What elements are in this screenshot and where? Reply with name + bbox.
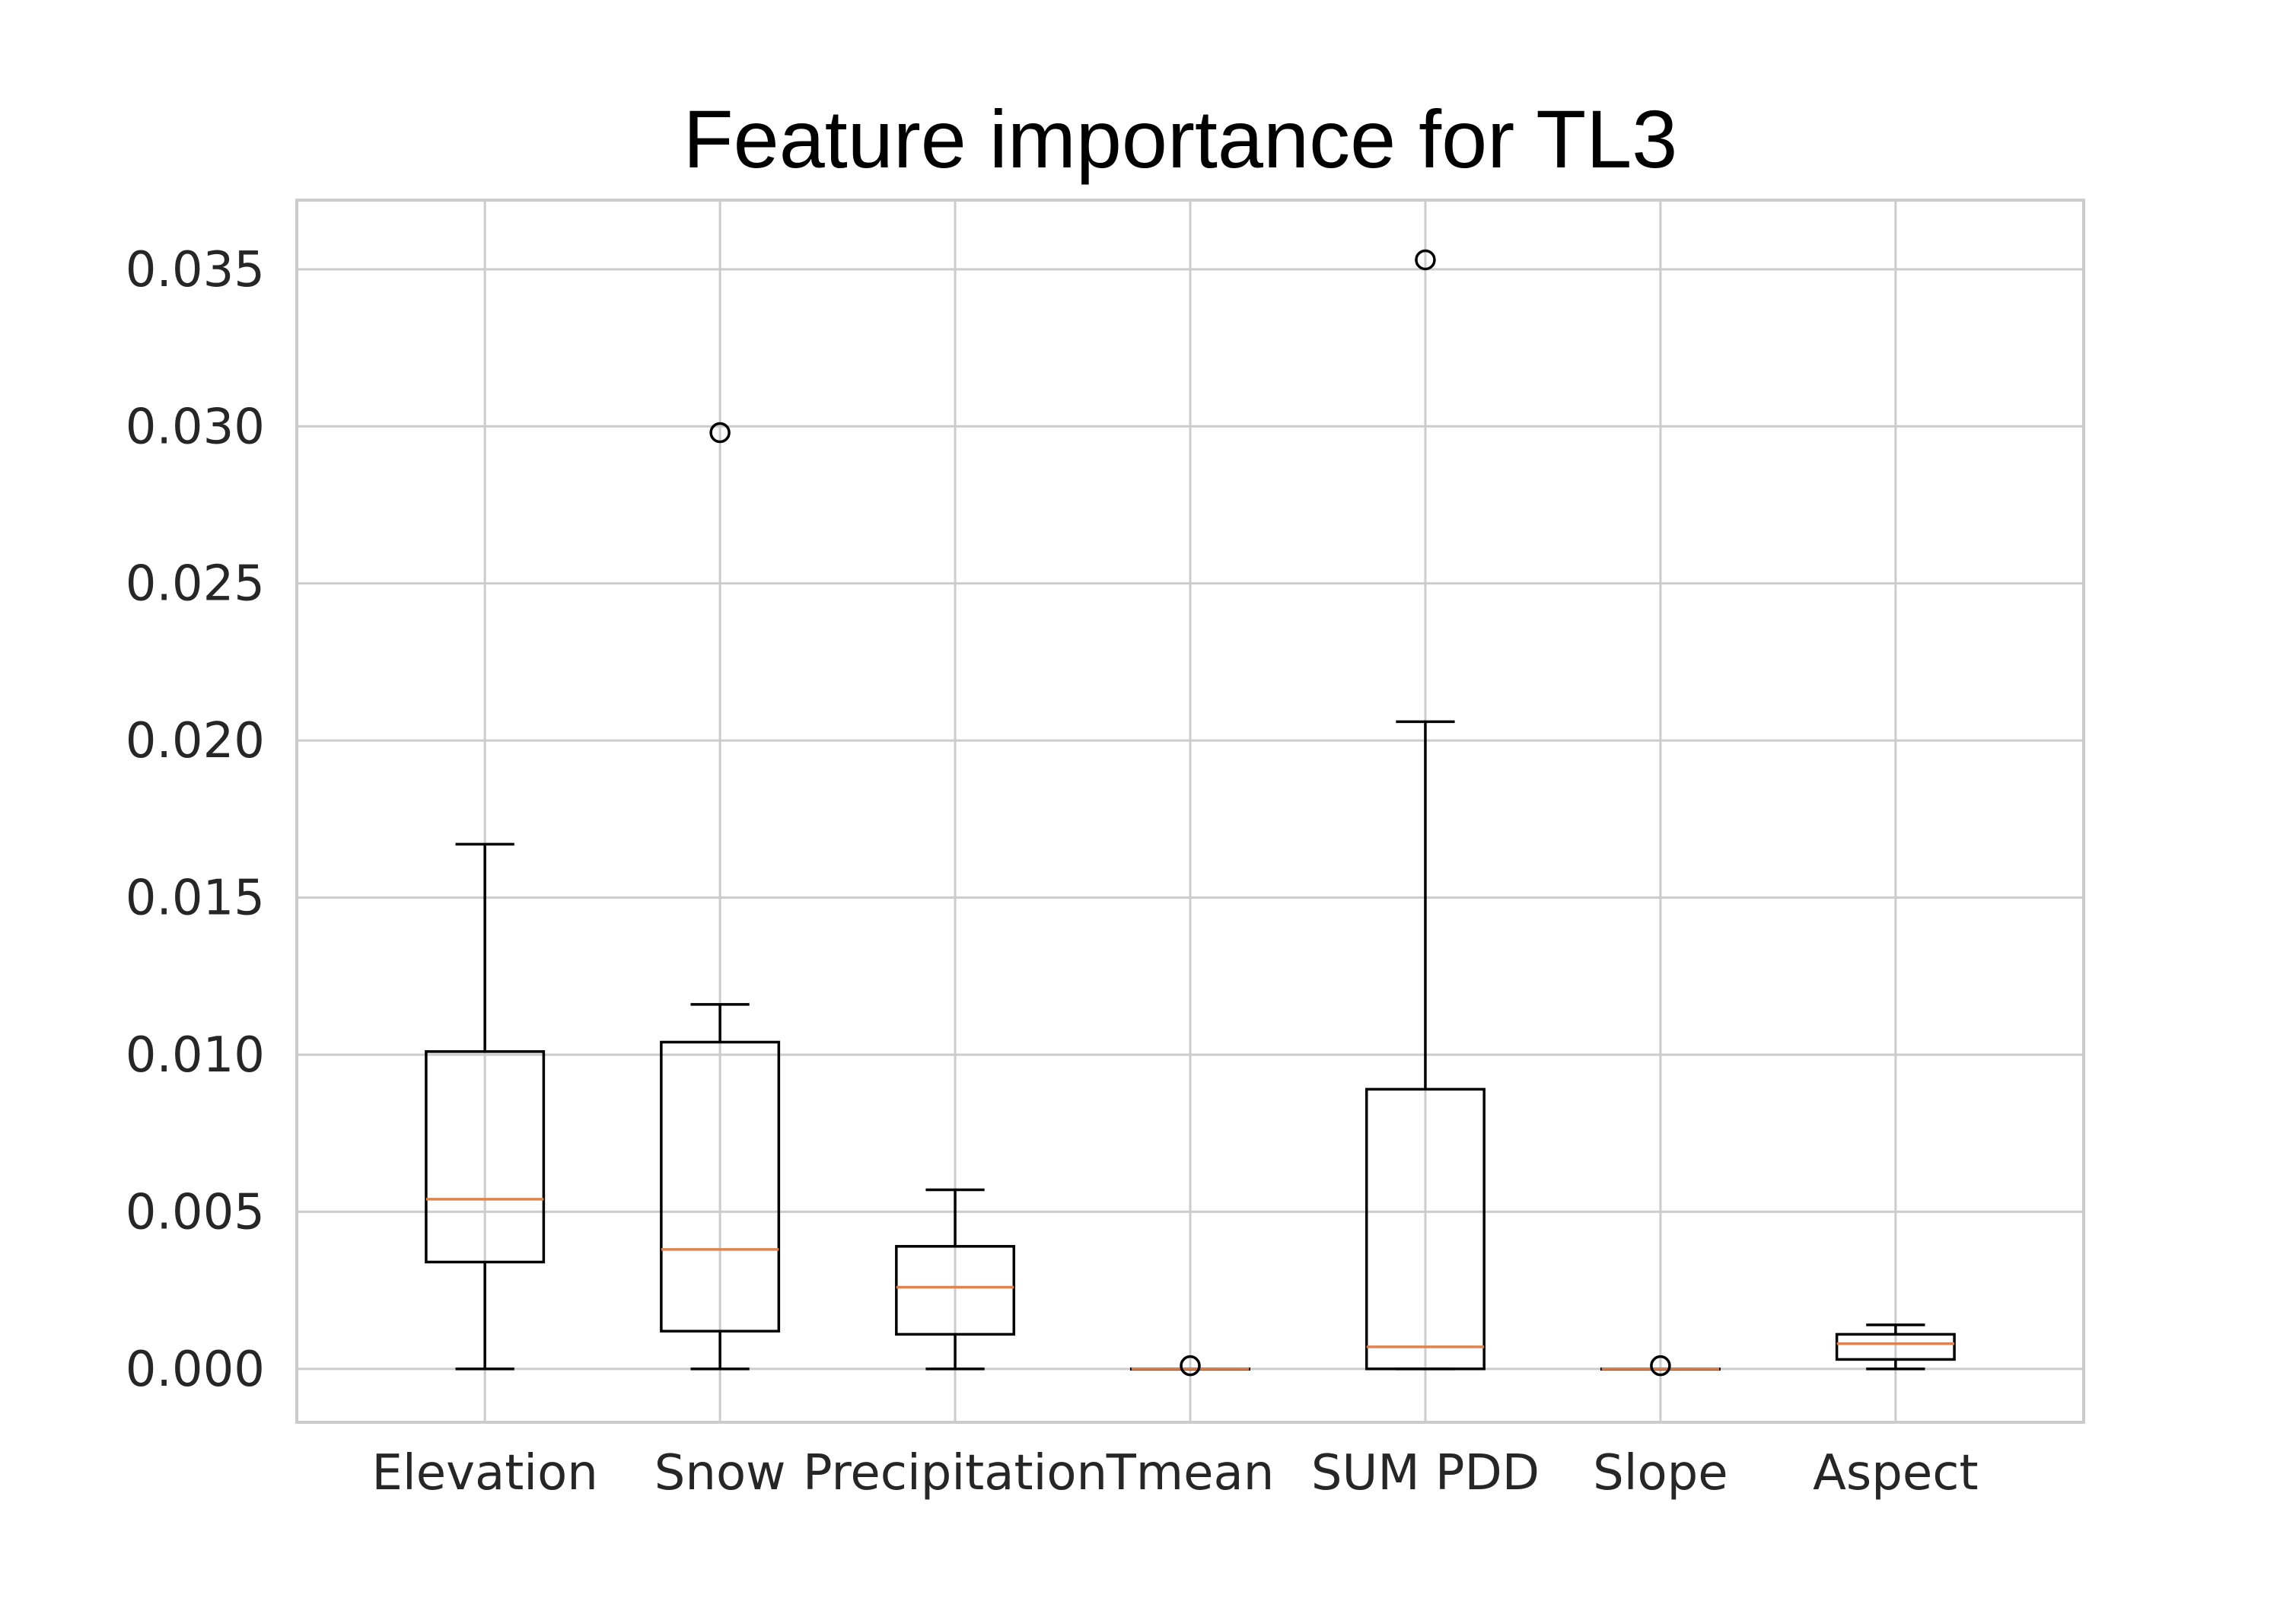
box-sum-pdd bbox=[1365, 249, 1486, 1371]
outlier-point bbox=[1180, 1355, 1201, 1377]
box-snow bbox=[660, 422, 781, 1371]
x-tick-label: Precipitation bbox=[803, 1445, 1107, 1501]
box-iqr bbox=[660, 1040, 781, 1333]
box-elevation bbox=[425, 842, 546, 1371]
x-tick-label: Tmean bbox=[1106, 1445, 1275, 1501]
box-iqr bbox=[895, 1245, 1016, 1336]
chart-title: Feature importance for TL3 bbox=[683, 93, 1678, 185]
y-tick-label: 0.010 bbox=[126, 1027, 265, 1084]
box-tmean bbox=[1130, 1355, 1250, 1377]
x-tick-label: SUM PDD bbox=[1311, 1445, 1540, 1501]
plot-frame bbox=[295, 199, 2085, 1424]
x-tick-label: Slope bbox=[1593, 1445, 1728, 1501]
box-iqr bbox=[1365, 1087, 1486, 1371]
outlier-point bbox=[1415, 249, 1436, 271]
outlier-point bbox=[709, 422, 731, 444]
outlier-point bbox=[1650, 1355, 1671, 1377]
box-slope bbox=[1600, 1355, 1721, 1377]
grid-lines bbox=[297, 200, 2084, 1422]
box-iqr bbox=[1835, 1332, 1956, 1361]
x-tick-label: Elevation bbox=[372, 1445, 598, 1501]
y-tick-label: 0.025 bbox=[126, 556, 265, 613]
y-tick-label: 0.035 bbox=[126, 242, 265, 298]
y-tick-label: 0.030 bbox=[126, 399, 265, 455]
y-tick-label: 0.020 bbox=[126, 713, 265, 769]
y-axis-ticks: 0.000 0.005 0.010 0.015 0.020 0.025 0.030 0.035 bbox=[126, 242, 265, 1398]
box-series bbox=[425, 249, 1956, 1377]
x-tick-label: Snow bbox=[654, 1445, 786, 1501]
box-precipitation bbox=[895, 1188, 1016, 1371]
box-aspect bbox=[1835, 1323, 1956, 1371]
x-tick-label: Aspect bbox=[1813, 1445, 1978, 1501]
y-tick-label: 0.005 bbox=[126, 1184, 265, 1240]
y-tick-label: 0.000 bbox=[126, 1342, 265, 1398]
y-tick-label: 0.015 bbox=[126, 871, 265, 927]
box-iqr bbox=[425, 1050, 546, 1264]
